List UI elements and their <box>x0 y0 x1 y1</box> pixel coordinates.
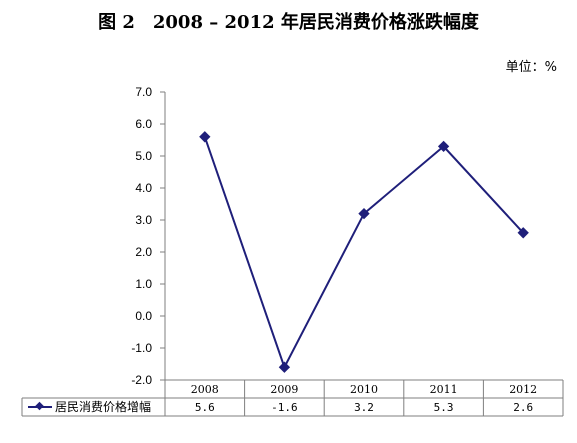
y-tick-label: 7.0 <box>135 85 152 99</box>
data-table-value: 2.6 <box>513 401 533 414</box>
y-tick-label: 2.0 <box>135 245 152 259</box>
x-category-label: 2009 <box>270 383 298 396</box>
y-tick-label: 4.0 <box>135 181 152 195</box>
x-category-label: 2010 <box>350 383 378 396</box>
data-table-value: 5.3 <box>434 401 454 414</box>
y-axis-ticks: 7.0 6.0 5.0 4.0 3.0 2.0 1.0 0.0 -1.0 -2.0 <box>131 85 165 387</box>
data-point-marker <box>199 131 211 143</box>
x-category-label: 2012 <box>509 383 537 396</box>
y-tick-label: 1.0 <box>135 277 152 291</box>
y-tick-label: 5.0 <box>135 149 152 163</box>
x-category-label: 2008 <box>191 383 219 396</box>
y-tick-label: -2.0 <box>131 373 152 387</box>
data-table-value: -1.6 <box>271 401 298 414</box>
legend-marker-swatch <box>35 401 44 411</box>
legend-series-name: 居民消费价格增幅 <box>55 399 151 414</box>
data-table-value: 5.6 <box>195 401 215 414</box>
chart-title: 图 2 2008 – 2012 年居民消费价格涨跌幅度 <box>98 12 479 33</box>
data-table-value: 3.2 <box>354 401 374 414</box>
series-layer <box>199 131 529 373</box>
y-tick-label: 0.0 <box>135 309 152 323</box>
y-tick-label: 6.0 <box>135 117 152 131</box>
data-point-marker <box>358 207 370 220</box>
x-category-label: 2011 <box>430 383 458 396</box>
y-tick-label: -1.0 <box>131 341 152 355</box>
series-line <box>203 136 524 370</box>
data-point-marker <box>517 227 529 239</box>
data-table: 2008 5.6 2009 -1.6 2010 3.2 2011 5.3 2012 2.6 居民消费… <box>21 380 564 417</box>
y-tick-label: 3.0 <box>135 213 152 227</box>
data-point-marker <box>278 361 291 373</box>
data-point-marker <box>437 140 450 153</box>
unit-label: 单位：% <box>505 60 557 75</box>
chart-axes <box>164 92 563 381</box>
